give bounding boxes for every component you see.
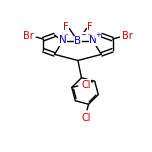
Text: F: F: [63, 22, 69, 32]
Text: N: N: [89, 35, 97, 45]
Text: .: .: [87, 25, 91, 38]
Text: B: B: [74, 36, 81, 46]
Text: .: .: [65, 25, 69, 38]
Text: +: +: [95, 32, 101, 38]
Text: Br: Br: [23, 31, 34, 41]
Text: Cl: Cl: [81, 113, 91, 123]
Text: Br: Br: [122, 31, 133, 41]
Text: Cl: Cl: [81, 80, 91, 90]
Text: −: −: [80, 32, 86, 38]
Text: F: F: [87, 22, 93, 32]
Text: N: N: [59, 35, 67, 45]
